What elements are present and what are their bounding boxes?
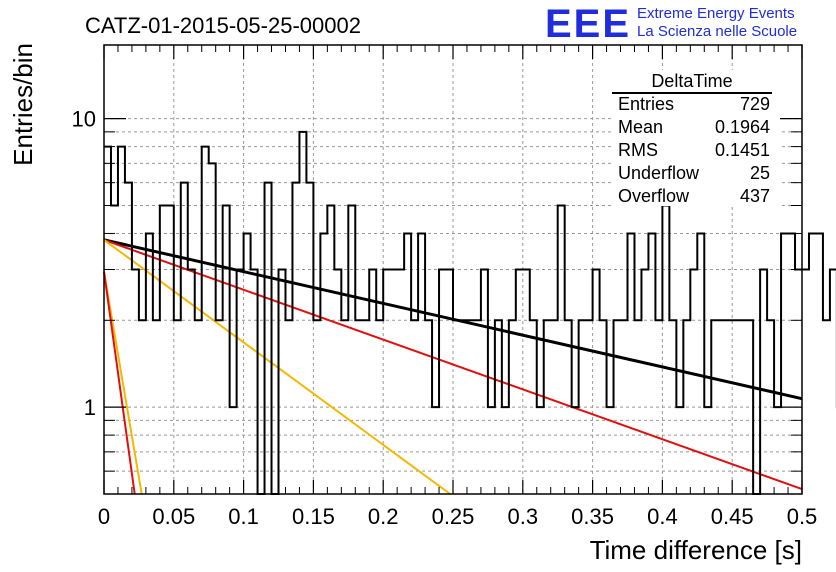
fit-line-red [103,238,803,491]
stats-value: 25 [749,163,770,183]
stats-value: 0.1964 [714,117,770,137]
axis-ticks [103,45,803,494]
y-tick-labels: 1 10 [72,107,96,421]
x-tick-label: 0.1 [228,504,259,529]
stats-row-underflow: Underflow 25 [618,162,770,185]
x-tick-label: 0.45 [711,504,754,529]
stats-label: RMS [618,140,658,160]
x-tick-label: 0.05 [152,504,195,529]
x-tick-label: 0.35 [571,504,614,529]
y-tick-label: 1 [84,395,96,420]
stats-box: DeltaTime Entries 729 Mean 0.1964 RMS 0.… [612,70,779,206]
logo-line-1: Extreme Energy Events [637,5,795,22]
logo-line-2: La Scienza nelle Scuole [637,23,798,40]
fit-line-orange [103,271,143,495]
x-tick-label: 0.25 [432,504,475,529]
stats-row-overflow: Overflow 437 [618,185,770,208]
x-tick-label: 0 [98,504,110,529]
chart-title: CATZ-01-2015-05-25-00002 [85,13,361,38]
stats-label: Overflow [618,186,690,206]
stats-row-mean: Mean 0.1964 [618,116,770,139]
x-tick-label: 0.15 [292,504,335,529]
stats-label: Entries [618,94,675,114]
x-axis-label: Time difference [s] [590,535,802,565]
x-tick-label: 0.2 [368,504,399,529]
stats-label: Mean [618,117,664,137]
stats-value: 729 [739,94,770,114]
x-tick-label: 0.3 [508,504,539,529]
eee-logo-mark: EEE [545,2,632,46]
x-tick-label: 0.5 [787,504,818,529]
x-tick-labels: 0 0.05 0.1 0.15 0.2 0.25 0.3 0.35 0.4 0.45 0.5 [98,504,817,529]
eee-logo-text: Extreme Energy Events La Scienza nelle S… [637,5,797,41]
stats-value: 437 [739,186,770,206]
y-tick-label: 10 [72,107,96,132]
stats-row-rms: RMS 0.1451 [618,139,770,162]
stats-label: Underflow [618,163,700,183]
stats-value: 0.1451 [714,140,770,160]
y-axis-label: Entries/bin [8,43,38,166]
stats-title: DeltaTime [612,70,772,94]
fit-line-red [103,271,136,495]
fit-line-orange [103,239,451,495]
stats-row-entries: Entries 729 [618,93,770,116]
x-tick-label: 0.4 [647,504,678,529]
